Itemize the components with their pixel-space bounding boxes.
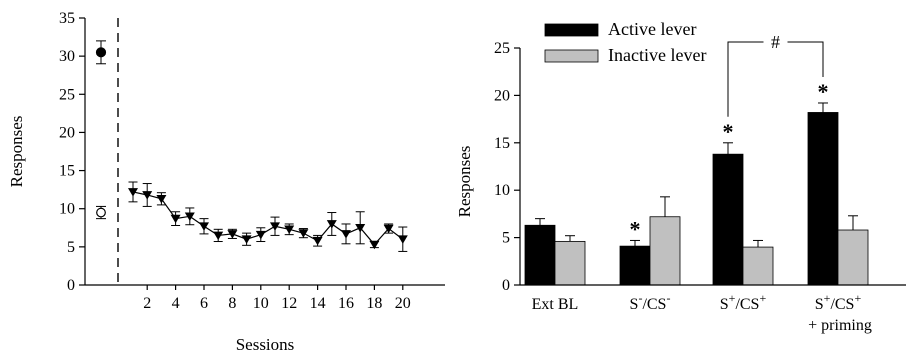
left-x-axis-label: Sessions [236,335,295,354]
category-label-s-plus-priming: S+/CS+ [815,291,862,313]
category-label-s-minus: S-/CS- [630,291,671,313]
session-point [142,191,153,200]
category-label-base: Ext BL [532,296,579,313]
session-point [199,222,209,231]
left-x-tick-label: 18 [366,295,382,312]
right-y-tick-label: 25 [494,40,510,57]
left-x-ticks: 2 4 6 8 10 12 14 16 18 20 [143,285,411,312]
left-x-tick-label: 16 [338,295,354,312]
left-y-tick-label: 25 [59,86,75,103]
left-x-tick-label: 6 [200,295,208,312]
category-label-base: S [815,296,824,313]
right-y-tick-label: 20 [494,87,510,104]
significance-star: * [630,216,641,241]
category-label-base: S [720,296,729,313]
baseline-inactive-point [96,207,106,218]
session-point [312,236,323,246]
legend-swatch-active [544,23,599,37]
left-x-tick-label: 4 [172,295,180,312]
significance-star: * [818,79,829,104]
left-x-tick-label: 8 [228,295,236,312]
session-point [241,235,252,244]
legend-label-inactive: Inactive lever [608,45,706,65]
comparison-bracket [727,41,824,117]
left-y-axis-label: Responses [7,116,26,188]
session-point [227,230,238,239]
category-label-sup2: + [854,291,861,305]
right-y-axis-label: Responses [455,146,474,218]
session-point [326,220,337,229]
category-labels: Ext BL S-/CS- S+/CS+ S+/CS++ priming [532,291,872,334]
right-y-ticks: 0 5 10 15 20 25 [494,40,520,294]
category-label-base2: /CS [830,296,854,313]
left-y-tick-label: 20 [59,124,75,141]
session-point [397,235,408,244]
left-x-tick-label: 14 [310,295,326,312]
session-point [355,223,366,233]
bar-s-plus-inactive [742,246,774,286]
left-y-tick-label: 30 [59,48,75,65]
session-point [184,212,195,222]
left-x-tick-label: 20 [395,295,411,312]
right-y-tick-label: 15 [494,135,510,152]
sessions-line-chart: 0 5 10 15 20 25 30 35 2 4 6 8 10 12 14 16 18 20 Response… [7,10,445,354]
category-label-sup: - [638,291,642,305]
left-y-tick-label: 0 [67,277,75,294]
session-point [213,231,224,241]
session-point [156,194,167,204]
left-x-tick-label: 2 [143,295,151,312]
bar-s-minus-inactive [649,216,681,286]
session-point [255,230,266,240]
bar-s-plus-priming-active [807,112,839,286]
session-point [170,214,181,224]
category-label-sup2: - [666,291,670,305]
left-y-tick-label: 35 [59,10,75,27]
session-point [383,224,394,234]
bar-s-plus-priming-inactive [837,229,869,286]
right-y-tick-label: 10 [494,182,510,199]
category-label-ext-bl: Ext BL [532,296,579,313]
category-label-s-plus: S+/CS+ [720,291,767,313]
session-point [270,222,280,231]
bracket-label-background [763,32,788,52]
left-x-tick-label: 12 [281,295,297,312]
category-label-base2: /CS [642,296,666,313]
category-label-line2: + priming [808,317,872,334]
bar-s-minus-active [619,245,651,286]
bars [524,102,869,286]
session-point [298,229,309,238]
session-point [284,225,295,234]
category-label-sup: + [729,291,736,305]
right-y-tick-label: 0 [502,277,510,294]
baseline-points [95,40,107,220]
left-y-tick-label: 15 [59,163,75,180]
left-y-ticks: 0 5 10 15 20 25 30 35 [59,10,85,294]
bar-s-plus-active [712,153,744,286]
bracket-symbol: # [771,32,780,52]
category-label-base2: /CS [735,296,759,313]
significance-annotations: * * * # [630,32,829,241]
bar-ext-bl-inactive [554,240,586,286]
significance-star: * [723,119,734,144]
session-point [128,188,138,197]
baseline-active-point [95,47,107,58]
left-y-tick-label: 5 [67,239,75,256]
session-point [341,230,351,239]
left-y-tick-label: 10 [59,201,75,218]
session-point [369,240,380,250]
category-label-sup2: + [759,291,766,305]
bar-ext-bl-active [524,224,556,286]
sessions-series [128,181,408,252]
category-label-sup: + [824,291,831,305]
right-y-tick-label: 5 [502,230,510,247]
legend-label-active: Active lever [608,19,696,39]
legend-swatch-inactive [544,49,599,63]
legend: Active lever Inactive lever [544,19,706,65]
category-label-base: S [630,296,639,313]
left-x-tick-label: 10 [253,295,269,312]
